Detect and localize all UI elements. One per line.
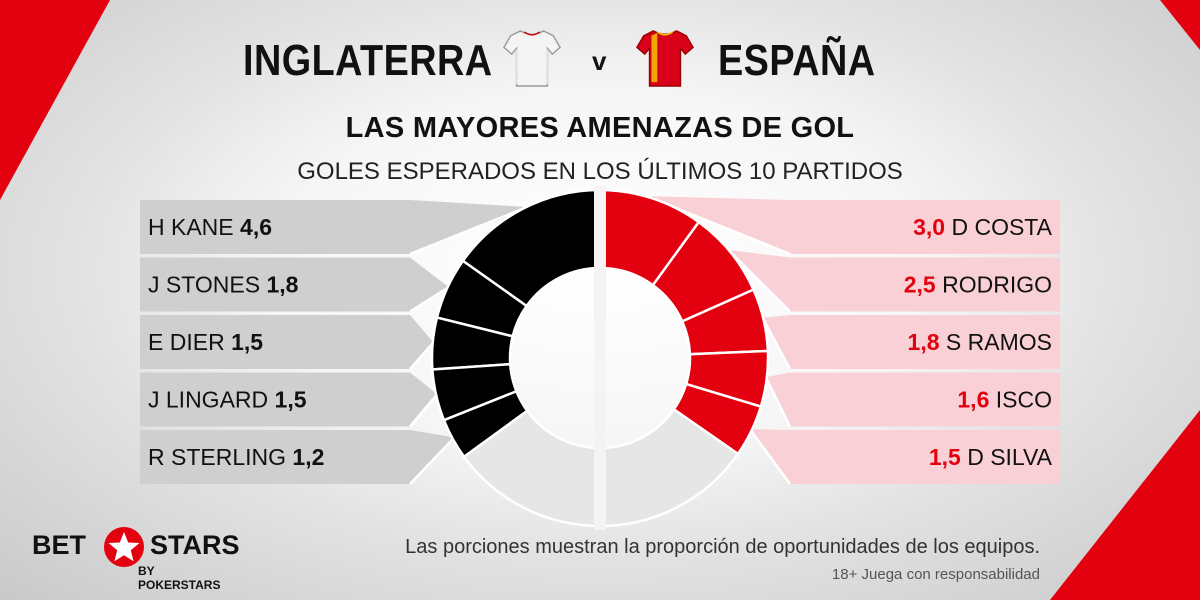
- england-shirt-icon: [503, 30, 561, 87]
- player-name: D COSTA: [951, 214, 1052, 240]
- player-value: 1,8: [908, 329, 946, 355]
- player-value: 1,5: [929, 444, 967, 470]
- red-corner-top-left: [0, 0, 110, 200]
- england-connector-3: [409, 342, 434, 370]
- responsible-gambling-disclaimer: 18+ Juega con responsabilidad: [831, 566, 1040, 583]
- versus-label: v: [592, 46, 607, 76]
- england-connector-1: [409, 207, 524, 256]
- spain-shirt-icon: [636, 30, 694, 87]
- chart-title: LAS MAYORES AMENAZAS DE GOL: [345, 112, 855, 144]
- england-label-band-4: [140, 372, 437, 427]
- player-value: 1,5: [231, 329, 263, 355]
- match-header: INGLATERRA v ESPAÑA: [0, 22, 1200, 92]
- england-label-band-3: [140, 315, 433, 369]
- player-name: ISCO: [996, 387, 1052, 413]
- red-corner-top-right: [1160, 0, 1200, 50]
- away-team-name: ESPAÑA: [718, 36, 876, 85]
- spain-connector-2: [729, 251, 791, 313]
- spain-player-label: 2,5 RODRIGO: [904, 272, 1052, 298]
- chart-subtitle: GOLES ESPERADOS EN LOS ÚLTIMOS 10 PARTID…: [297, 158, 903, 185]
- player-name: H KANE: [148, 214, 240, 240]
- player-name: RODRIGO: [942, 272, 1052, 298]
- england-connector-2: [409, 286, 448, 313]
- england-label-band-1: [140, 200, 523, 254]
- player-value: 1,8: [266, 272, 298, 298]
- england-player-label: J STONES 1,8: [148, 272, 299, 298]
- player-name: J STONES: [148, 272, 266, 298]
- player-value: 3,0: [913, 214, 951, 240]
- spain-connector-3: [762, 319, 792, 370]
- logo-text-stars: STARS: [150, 530, 240, 560]
- player-name: D SILVA: [967, 444, 1052, 470]
- red-corner-bottom-right: [1050, 410, 1200, 600]
- logo-text-bet: BET: [32, 530, 86, 560]
- spain-player-label: 1,5 D SILVA: [929, 444, 1053, 470]
- england-player-label: R STERLING 1,2: [148, 444, 324, 470]
- england-player-label: J LINGARD 1,5: [148, 387, 307, 413]
- spain-player-label: 1,6 ISCO: [957, 387, 1052, 413]
- spain-label-band-4: [766, 372, 1060, 427]
- star-icon: [104, 527, 144, 567]
- england-connector-5: [409, 438, 454, 485]
- england-label-band-5: [140, 430, 453, 484]
- england-label-band-2: [140, 257, 448, 312]
- spain-player-label: 1,8 S RAMOS: [908, 329, 1052, 355]
- player-value: 2,5: [904, 272, 942, 298]
- player-name: S RAMOS: [946, 329, 1052, 355]
- england-player-label: H KANE 4,6: [148, 214, 272, 240]
- player-value: 1,2: [292, 444, 324, 470]
- player-name: R STERLING: [148, 444, 292, 470]
- player-value: 4,6: [240, 214, 272, 240]
- betstars-logo: BET STARS BY POKERSTARS: [32, 527, 240, 592]
- england-connector-4: [409, 394, 438, 428]
- player-name: E DIER: [148, 329, 231, 355]
- spain-player-label: 3,0 D COSTA: [913, 214, 1053, 240]
- spain-label-band-3: [763, 315, 1060, 369]
- player-name: J LINGARD: [148, 387, 275, 413]
- player-value: 1,6: [957, 387, 995, 413]
- spain-connector-5: [750, 430, 792, 485]
- logo-subtitle: BY POKERSTARS: [138, 564, 221, 592]
- spain-label-band-5: [751, 429, 1060, 484]
- spain-connector-4: [765, 378, 792, 428]
- spain-label-band-2: [730, 250, 1060, 312]
- england-player-label: E DIER 1,5: [148, 329, 263, 355]
- footnote: Las porciones muestran la proporción de …: [405, 536, 1040, 558]
- player-value: 1,5: [275, 387, 307, 413]
- home-team-name: INGLATERRA: [243, 36, 493, 85]
- ring-center-gap: [594, 186, 606, 530]
